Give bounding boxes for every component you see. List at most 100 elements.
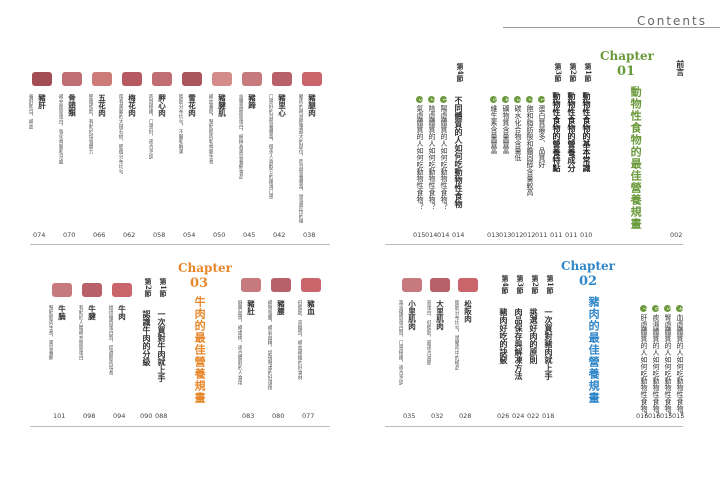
meat-page: 062 <box>123 231 136 239</box>
item-text: 3 氣虛體質的人如何吃動物性食物？ <box>416 96 424 210</box>
section-page: 022 <box>527 412 540 420</box>
meat-page: 042 <box>273 231 286 239</box>
item-text: 1 陽虛體質的人如何吃動物性食物？ <box>440 96 448 210</box>
item-label: 血虛體質的人如何吃動物性食物？ <box>676 314 684 419</box>
item-number-badge: 6 <box>652 305 659 312</box>
section-page: 090 <box>140 412 153 420</box>
section-label: 第3節 <box>516 275 525 294</box>
section-page: 014 <box>452 231 465 239</box>
meat-thumbnail <box>62 72 82 86</box>
meat-name: 牛腩 <box>57 305 67 320</box>
item-label: 腎虛體質的人如何吃動物性食物？ <box>664 314 672 419</box>
item-page: 012 <box>523 231 536 239</box>
meat-description: 富含優質蛋白質，口感細嫩，適合烹調 <box>397 300 403 385</box>
meat-page: 028 <box>459 412 472 420</box>
section-title: 肉品保存與解凍方法 <box>514 308 524 380</box>
contents-title: Contents <box>637 14 707 28</box>
meat-thumbnail <box>458 278 478 292</box>
section-title: 動物性食物的營養特點 <box>552 92 562 172</box>
item-number-badge: 7 <box>640 305 647 312</box>
item-label: 蛋白質最多、品質好 <box>538 105 546 168</box>
meat-thumbnail <box>32 72 52 86</box>
meat-description: 補腎強腰，補氣益精，調理腎虛的好選擇 <box>266 300 272 390</box>
chapter2-number: 02 <box>579 274 598 289</box>
meat-thumbnail <box>112 283 132 297</box>
section-label: 第1節 <box>584 63 593 82</box>
item-page: 013 <box>487 231 500 239</box>
meat-thumbnail <box>212 72 232 86</box>
meat-name: 豬里心 <box>277 94 287 117</box>
section-title: 動物性食物的基本常識 <box>582 92 592 172</box>
divider-bottom-left <box>30 426 330 427</box>
section-label: 第1節 <box>546 275 555 294</box>
chapter3-title: 牛肉的最佳營養規畫 <box>193 296 207 404</box>
item-label: 維生素含量豐富 <box>490 105 498 154</box>
meat-description: 有助於人體補充膠原蛋白 <box>77 305 83 360</box>
meat-description: 提供優質蛋白質，促進肌肉增長 <box>107 305 113 375</box>
section-label: 第2節 <box>531 275 540 294</box>
meat-thumbnail <box>272 72 292 86</box>
item-text: 7 肝虛體質的人如何吃動物性食物？ <box>640 305 648 419</box>
meat-name: 豬腿肉 <box>307 94 317 117</box>
section-page: 018 <box>542 412 555 420</box>
meat-name: 松阪肉 <box>463 300 473 323</box>
meat-thumbnail <box>242 72 262 86</box>
item-label: 飽和脂肪酸和膽固醇含量較高 <box>526 105 534 196</box>
divider-top-right <box>385 244 683 245</box>
item-text: 2 飽和脂肪酸和膽固醇含量較高 <box>526 96 534 196</box>
meat-page: 032 <box>431 412 444 420</box>
meat-page: 066 <box>93 231 106 239</box>
item-text: 2 陰虛體質的人如何吃動物性食物？ <box>428 96 436 210</box>
meat-thumbnail <box>301 278 321 292</box>
meat-thumbnail <box>52 283 72 297</box>
section-label: 第4節 <box>501 275 510 294</box>
meat-thumbnail <box>430 278 450 292</box>
section-title: 挑選好肉的原則 <box>529 308 539 364</box>
meat-description: 幫助肌肉生長，美容養顏 <box>47 305 53 360</box>
meat-description: 脂肪分布均勻，不膩和鮮美 <box>177 94 183 154</box>
meat-thumbnail <box>92 72 112 86</box>
section-title: 一次買對豬肉就上手 <box>544 308 554 380</box>
preface-label: 前言 <box>675 60 686 76</box>
item-number-badge: 1 <box>440 96 447 103</box>
section-page: 024 <box>512 412 525 420</box>
section-label: 第3節 <box>554 63 563 82</box>
item-number-badge: 4 <box>502 96 509 103</box>
meat-name: 豬肝 <box>37 94 47 109</box>
chapter1-title: 動物性食物的最佳營養規畫 <box>629 86 643 230</box>
meat-name: 豬腱肌 <box>217 94 227 117</box>
meat-page: 083 <box>242 412 255 420</box>
section-label: 第2節 <box>569 63 578 82</box>
meat-page: 080 <box>272 412 285 420</box>
item-page: 016 <box>636 412 649 420</box>
item-label: 氣虛體質的人如何吃動物性食物？ <box>416 105 424 210</box>
item-number-badge: 5 <box>490 96 497 103</box>
meat-thumbnail <box>82 283 102 297</box>
section-title: 動物性食物的營養成分 <box>567 92 577 172</box>
meat-thumbnail <box>402 278 422 292</box>
meat-description: 帶有美麗的大理石紋，肥瘦分布均勻 <box>117 94 123 174</box>
divider-top-left <box>30 244 330 245</box>
meat-page: 045 <box>243 231 256 239</box>
meat-page: 070 <box>63 231 76 239</box>
section-page: 011 <box>550 231 563 239</box>
meat-description: 肉質細嫩，口感好，適合烹調 <box>147 94 153 159</box>
item-page: 012 <box>511 231 524 239</box>
item-label: 肝虛體質的人如何吃動物性食物？ <box>640 314 648 419</box>
meat-page: 050 <box>213 231 226 239</box>
item-label: 痰濕體質的人如何吃動物性食物？ <box>652 314 660 419</box>
preface-page: 002 <box>670 231 683 239</box>
meat-description: 口感好的且營養豐富，很多人喜歡它的嫩滑口感 <box>267 94 273 199</box>
item-text: 4 礦物質含量豐富 <box>502 96 510 154</box>
meat-page: 101 <box>53 412 66 420</box>
meat-page: 094 <box>113 412 126 420</box>
item-page: 014 <box>437 231 450 239</box>
meat-thumbnail <box>182 72 202 86</box>
section-title: 認識牛肉的分級 <box>142 310 152 366</box>
meat-description: 肥瘦相間，有助於增強體力 <box>87 94 93 154</box>
meat-name: 牛腱 <box>87 305 97 320</box>
meat-thumbnail <box>302 72 322 86</box>
item-page: 015 <box>672 412 685 420</box>
section-page: 011 <box>565 231 578 239</box>
